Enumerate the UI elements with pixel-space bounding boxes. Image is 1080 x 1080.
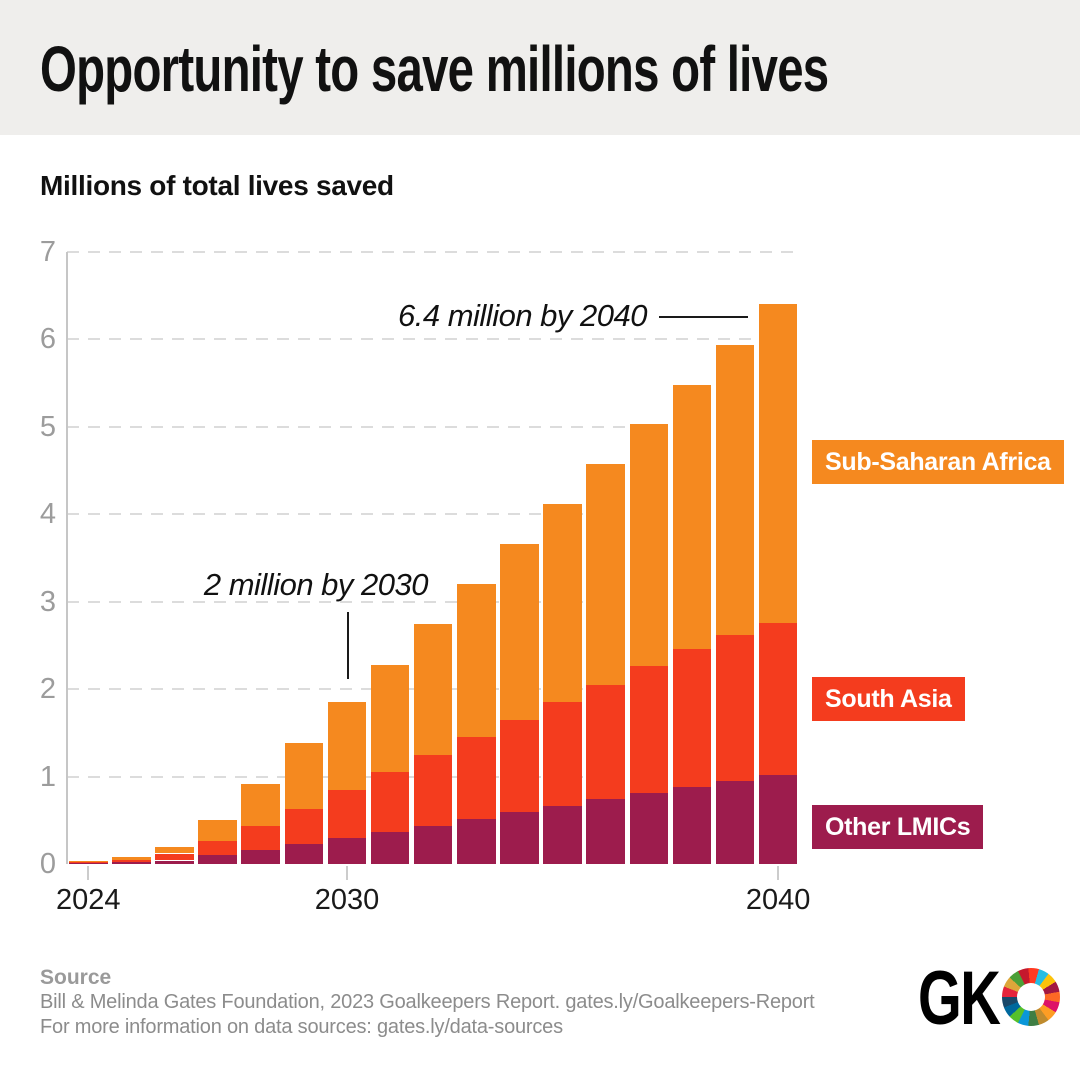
bar-2039-south-asia	[715, 634, 755, 781]
source-citation: Bill & Melinda Gates Foundation, 2023 Go…	[40, 991, 815, 1013]
bar-2032-other-lmics	[413, 825, 453, 864]
bar-2025-other-lmics	[112, 862, 151, 864]
y-axis-tick-label: 4	[39, 498, 56, 531]
header-band	[0, 0, 1080, 135]
bar-2030-other-lmics	[327, 837, 367, 864]
bar-2040-other-lmics	[758, 774, 798, 864]
y-axis-tick-label: 0	[39, 848, 56, 880]
legend-badge-sub-saharan-africa: Sub-Saharan Africa	[812, 440, 1064, 484]
annotation-2-million-by-2030: 2 million by 2030	[203, 567, 429, 602]
annotation-6-4-million-by-2040: 6.4 million by 2040	[398, 298, 648, 333]
bar-2028-sub-saharan-africa	[241, 783, 280, 827]
bar-2033-other-lmics	[457, 818, 496, 864]
bar-2024-other-lmics	[69, 863, 108, 864]
sdg-wheel-icon	[1002, 968, 1060, 1026]
bar-2038-south-asia	[672, 648, 712, 788]
y-axis-tick-label: 3	[39, 585, 56, 618]
bar-2033-south-asia	[457, 737, 496, 819]
bar-2037-south-asia	[629, 666, 669, 794]
bar-2027-south-asia	[198, 841, 237, 856]
legend-badge-south-asia: South Asia	[812, 677, 965, 721]
bar-2032-south-asia	[413, 754, 453, 826]
bar-2028-south-asia	[241, 826, 280, 850]
bar-2032-sub-saharan-africa	[413, 624, 453, 755]
bar-2036-other-lmics	[586, 799, 625, 864]
bar-2037-other-lmics	[629, 793, 669, 864]
y-axis-tick-label: 2	[39, 673, 56, 706]
bar-2031-south-asia	[370, 772, 410, 832]
bar-2030-south-asia	[327, 789, 367, 838]
x-axis-label-2024: 2024	[55, 884, 121, 916]
bar-2038-sub-saharan-africa	[672, 384, 712, 649]
source-more-info: For more information on data sources: ga…	[40, 1016, 563, 1038]
page-title: Opportunity to save millions of lives	[40, 33, 829, 105]
annotation-2030-leader-line	[347, 612, 349, 679]
bar-2035-other-lmics	[543, 806, 582, 864]
bar-2036-sub-saharan-africa	[586, 464, 625, 685]
y-axis-tick-label: 6	[39, 323, 56, 356]
y-axis-tick-label: 1	[39, 760, 56, 793]
gridline-y-5	[67, 425, 800, 428]
bar-2038-other-lmics	[672, 787, 712, 864]
chart-subtitle: Millions of total lives saved	[40, 170, 394, 201]
y-axis-line	[66, 252, 68, 864]
goalkeepers-logo-text: GK	[918, 956, 1001, 1041]
bar-2028-other-lmics	[241, 850, 280, 864]
legend-badge-other-lmics: Other LMICs	[812, 805, 984, 849]
bar-2039-sub-saharan-africa	[715, 344, 755, 635]
bar-2031-sub-saharan-africa	[370, 664, 410, 773]
bar-2039-other-lmics	[715, 780, 755, 864]
bar-2027-other-lmics	[198, 855, 237, 864]
bar-2024-south-asia	[69, 862, 108, 864]
bar-2026-south-asia	[155, 853, 194, 861]
bar-2035-south-asia	[543, 702, 582, 807]
x-axis-tick-2024	[87, 866, 90, 880]
bar-2029-other-lmics	[284, 843, 324, 864]
bar-2036-south-asia	[586, 684, 625, 800]
y-axis-tick-label: 5	[39, 410, 56, 443]
bar-2025-sub-saharan-africa	[112, 857, 151, 860]
bar-2029-sub-saharan-africa	[284, 743, 324, 809]
source-label: Source	[40, 966, 112, 989]
gridline-y-4	[67, 513, 800, 516]
x-axis-label-2040: 2040	[745, 884, 811, 916]
bar-2037-sub-saharan-africa	[629, 424, 669, 667]
bar-2040-south-asia	[758, 622, 798, 775]
bar-2040-sub-saharan-africa	[758, 304, 798, 623]
bar-2034-south-asia	[500, 719, 539, 813]
x-axis-label-2030: 2030	[314, 884, 380, 916]
x-axis-tick-2030	[345, 866, 348, 880]
bar-2030-sub-saharan-africa	[327, 702, 367, 790]
bar-2025-south-asia	[112, 859, 151, 863]
bar-2031-other-lmics	[370, 831, 410, 864]
goalkeepers-logo: GK	[918, 956, 1060, 1042]
bar-2034-sub-saharan-africa	[500, 544, 539, 720]
gridline-y-7	[67, 251, 800, 253]
bar-2029-south-asia	[284, 808, 324, 844]
bar-2026-other-lmics	[155, 860, 194, 864]
bar-2027-sub-saharan-africa	[198, 820, 237, 842]
y-axis-tick-label: 7	[39, 236, 56, 268]
bar-2026-sub-saharan-africa	[155, 846, 194, 854]
gridline-y-3	[67, 600, 800, 603]
gridline-y-6	[67, 338, 800, 341]
bar-2033-sub-saharan-africa	[457, 584, 496, 738]
bar-2034-other-lmics	[500, 812, 539, 864]
x-axis-tick-2040	[777, 866, 780, 880]
annotation-2040-leader-line	[659, 316, 748, 318]
bar-2024-sub-saharan-africa	[69, 861, 108, 863]
bar-2035-sub-saharan-africa	[543, 503, 582, 703]
